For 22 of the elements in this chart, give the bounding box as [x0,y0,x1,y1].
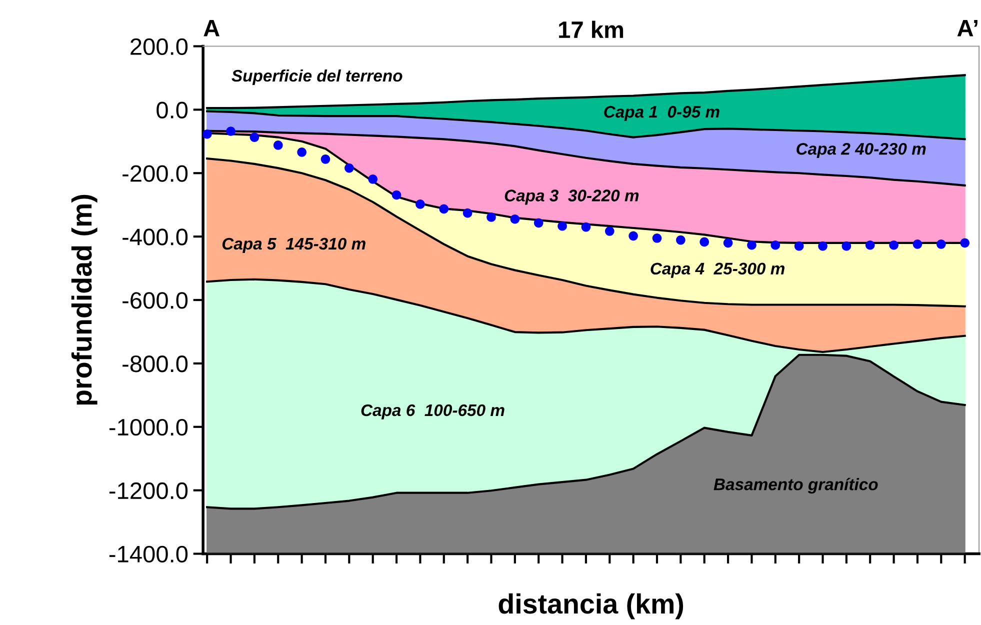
annotation: Capa 6 100-650 m [361,404,504,420]
chart-title: 17 km [559,20,624,38]
y-tick-label: -1400.0 [109,546,188,563]
y-tick-label: -600.0 [122,292,188,309]
y-tick-label: -200.0 [122,165,188,182]
y-tick-label: -1200.0 [109,482,188,500]
y-tick-label: 200.0 [130,38,188,56]
annotation: Capa 1 0-95 m [604,106,720,122]
annotation: Basamento granítico [714,478,878,494]
annotation: Capa 4 25-300 m [650,262,784,278]
x-axis-title: distancia (km) [498,593,684,620]
annotation: Superficie del terreno [232,69,402,85]
annotation: Capa 5 145-310 m [222,238,366,253]
text: A [204,20,220,36]
y-axis-title: profundidad (m) [71,194,98,405]
y-tick-label: -800.0 [122,356,188,372]
text: A’ [957,20,978,36]
y-tick-label: -400.0 [122,228,188,246]
y-tick-label: 0.0 [156,102,188,118]
annotation: Capa 2 40-230 m [796,142,926,158]
y-tick-label: -1000.0 [109,418,188,436]
annotation: Capa 3 30-220 m [504,190,639,205]
